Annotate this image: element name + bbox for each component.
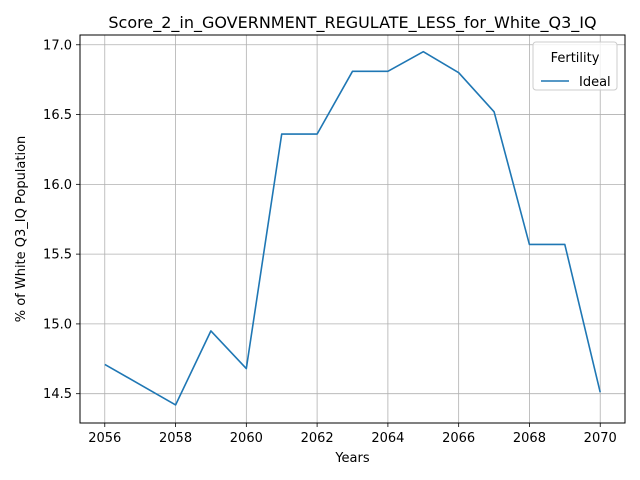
y-tick-label: 17.0 [43,38,72,53]
ticks: 2056 2058 2060 2062 2064 2066 2068 2070 14.5 15.0… [43,38,617,446]
x-tick-label: 2070 [584,431,617,446]
x-tick-label: 2058 [159,431,192,446]
y-tick-label: 15.0 [43,317,72,332]
x-tick-label: 2066 [442,431,475,446]
x-tick-label: 2062 [301,431,334,446]
y-tick-label: 15.5 [43,248,72,263]
legend: Fertility Ideal [532,41,618,91]
y-tick-label: 16.0 [43,178,72,193]
series-layer [104,50,601,406]
x-tick-label: 2060 [230,431,263,446]
x-tick-label: 2056 [88,431,121,446]
legend-label-ideal: Ideal [579,75,611,90]
y-axis-label: % of White Q3_IQ Population [14,136,29,323]
legend-title: Fertility [551,51,600,66]
x-axis-label: Years [334,451,370,466]
y-tick-label: 14.5 [43,387,72,402]
x-tick-label: 2064 [371,431,404,446]
chart-title: Score_2_in_GOVERNMENT_REGULATE_LESS_for_… [108,13,596,33]
x-tick-label: 2068 [513,431,546,446]
y-tick-label: 16.5 [43,108,72,123]
series-line-ideal [104,50,601,406]
plot-frame [79,34,626,424]
legend-box [532,41,618,91]
grid [80,35,625,423]
